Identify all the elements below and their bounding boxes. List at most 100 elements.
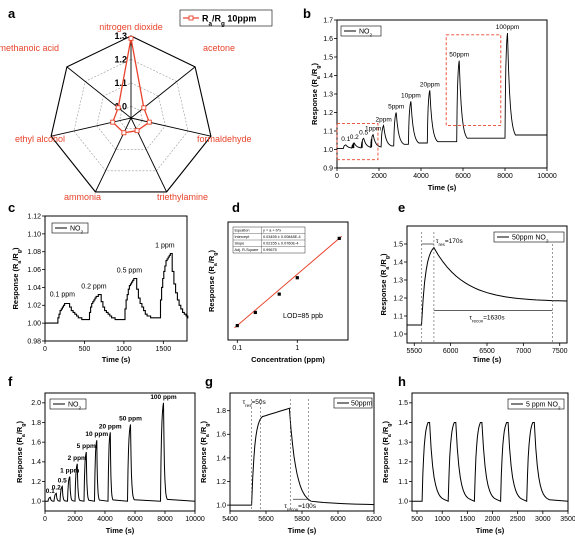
radar-spoke	[50, 117, 132, 137]
radar-point	[128, 35, 134, 41]
panel-h-ylabel-part: a	[387, 434, 393, 437]
panel-label-c: c	[8, 200, 15, 215]
panel-e-tau-recov: τrecov=1630s	[469, 315, 505, 324]
panel-c-xtick-label: 1000	[116, 346, 132, 353]
panel-f-xtick-label: 10000	[185, 516, 205, 523]
panel-f-ylabel: Response (Ra/Rg)	[15, 421, 27, 483]
panel-e-tau-res-part: τ	[436, 238, 439, 245]
radar-point	[121, 130, 127, 136]
panel-b-ytick-label: 1.3	[323, 91, 333, 98]
panel-f-conc-label: 0.2	[52, 484, 61, 491]
radar-legend-text-part: a	[209, 20, 213, 27]
panel-h-ytick-label: 1.3	[398, 440, 408, 447]
panel-h-ytick-label: 1.4	[398, 420, 408, 427]
panel-label-f: f	[8, 374, 13, 389]
panel-b-ytick-label: 1.0	[323, 147, 333, 154]
panel-d: d 0.1 1 Equation y = a + b*x Intercept 0.03455…	[207, 200, 349, 364]
panel-b-frame	[336, 19, 548, 169]
panel-f-conc-label: 0.5	[58, 477, 67, 484]
panel-c-legend-text: NO2	[70, 226, 84, 236]
radar-axis-label: ethyl alcohol	[15, 134, 65, 144]
panel-e-ytick-label: 1.3	[393, 277, 403, 284]
panel-b-ytick-label: 1.4	[323, 73, 333, 80]
panel-b-ytick-label: 1.7	[323, 17, 333, 24]
panel-f-xlabel: Time (s)	[106, 526, 135, 535]
panel-g-ylabel-part: Response (R	[199, 437, 208, 483]
panel-b-ylabel-part: )	[310, 63, 319, 66]
panel-c-xtick-label: 0	[43, 346, 47, 353]
radar-point	[134, 128, 140, 134]
panel-e-tau-res-part: res	[438, 242, 445, 247]
panel-g-xtick-label: 6200	[366, 516, 382, 523]
panel-c-ytick-label: 1.02	[27, 303, 41, 310]
panel-d-fit-key: Adj. R-Square	[235, 248, 259, 252]
radar-grid-ring	[96, 82, 166, 150]
panel-c-ylabel-part: g	[17, 250, 23, 253]
panel-e-legend-text: 50ppm NO2	[512, 235, 549, 245]
panel-d-ylabel-part: /R	[207, 255, 216, 263]
panel-f-legend-text: NO2	[68, 402, 82, 412]
panel-c-conc-label: 0.2 ppm	[81, 284, 106, 291]
panel-c-conc-label: 0.1 ppm	[50, 292, 75, 299]
panel-label-g: g	[205, 374, 213, 389]
panel-f-ylabel-part: Response (R	[15, 437, 24, 483]
panel-e-ytick-label: 1.2	[393, 295, 403, 302]
panel-d-fit-value: 0.02155 ± 0.0760E-4	[263, 242, 298, 246]
panel-h-ylabel-part: g	[387, 424, 393, 427]
panel-f-ytick-label: 2.0	[31, 400, 41, 407]
panel-d-fit-value: 0.99675	[263, 248, 277, 252]
panel-b-zoom-box	[445, 34, 502, 126]
panel-b-ylabel-part: a	[316, 76, 322, 79]
panel-f-conc-label: 20 ppm	[99, 423, 122, 430]
panel-h-ylabel-part: /R	[381, 426, 390, 434]
panel-label-d: d	[232, 200, 240, 215]
panel-c-ylabel: Response (Ra/Rg)	[11, 247, 23, 309]
panel-label-a: a	[8, 6, 16, 21]
panel-g-series	[230, 407, 375, 506]
panel-d-ylabel-part: )	[207, 250, 216, 253]
panel-c-ytick-label: 1.10	[27, 231, 41, 238]
panel-g-tau-recov-part: recov	[287, 507, 299, 512]
panel-b-xtick-label: 10000	[537, 173, 557, 180]
panel-d-ylabel-part: g	[213, 253, 219, 256]
panel-e-legend-frame	[493, 231, 565, 243]
panel-f-legend-frame	[49, 398, 87, 410]
panel-e-legend-text-part: 50ppm NO	[512, 235, 546, 242]
panel-b-xtick-label: 4000	[413, 173, 429, 180]
panel-h-legend-frame	[507, 398, 565, 410]
panel-b-conc-label: 0.5	[359, 129, 368, 136]
panel-f-ytick-label: 1.0	[31, 499, 41, 506]
panel-f-conc-label: 2 ppm	[68, 455, 87, 462]
panel-c-ylabel-part: Response (R	[11, 263, 20, 309]
panel-h-xtick-label: 2000	[485, 516, 501, 523]
panel-d-xtick-label: 0.1	[232, 345, 242, 352]
panel-b-conc-label: 50ppm	[449, 52, 469, 59]
panel-g-xtick-label: 5400	[222, 516, 238, 523]
panel-c: c 0 500 1000 1500 0.98 1.00 1.02 1.04 1.06 1.08 1.1…	[8, 200, 189, 364]
panel-g-xlabel: Time (s)	[288, 526, 317, 535]
panel-g-xtick-label: 5600	[258, 516, 274, 523]
panel-e-xtick-label: 6000	[443, 348, 459, 355]
panel-h-xtick-label: 2500	[510, 516, 526, 523]
panel-d-ylabel-part: Response (R	[207, 266, 216, 312]
panel-e: e 5500 6000 6500 7000 7500 1.0 1.1 1.2 1.3 1.4 1.5 τ…	[379, 200, 568, 364]
panel-h-xtick-label: 500	[411, 516, 423, 523]
radar-axis-label: methanoic acid	[0, 43, 59, 53]
radar-spoke	[130, 117, 212, 137]
panel-g-legend-text: 50ppm	[351, 401, 373, 408]
panel-g-tau-recov-part: =100s	[298, 503, 317, 510]
panel-h-ylabel-part: )	[381, 421, 390, 424]
panel-h-xtick-label: 1000	[434, 516, 450, 523]
panel-d-point	[235, 323, 239, 328]
panel-b-xtick-label: 2000	[371, 173, 387, 180]
panel-g-tau-res: τres=50s	[243, 399, 267, 408]
radar-grid-ring	[50, 35, 212, 193]
panel-d-ylabel-part: a	[213, 263, 219, 266]
panel-g-ytick-label: 1.8	[216, 408, 226, 415]
panel-d-fit-line	[234, 235, 343, 329]
panel-e-legend-text-part: 2	[546, 238, 549, 244]
panel-f-conc-label: 0.1	[46, 488, 55, 495]
panel-e-ytick-label: 1.0	[393, 331, 403, 338]
panel-h-legend-text-part: 2	[558, 405, 561, 411]
